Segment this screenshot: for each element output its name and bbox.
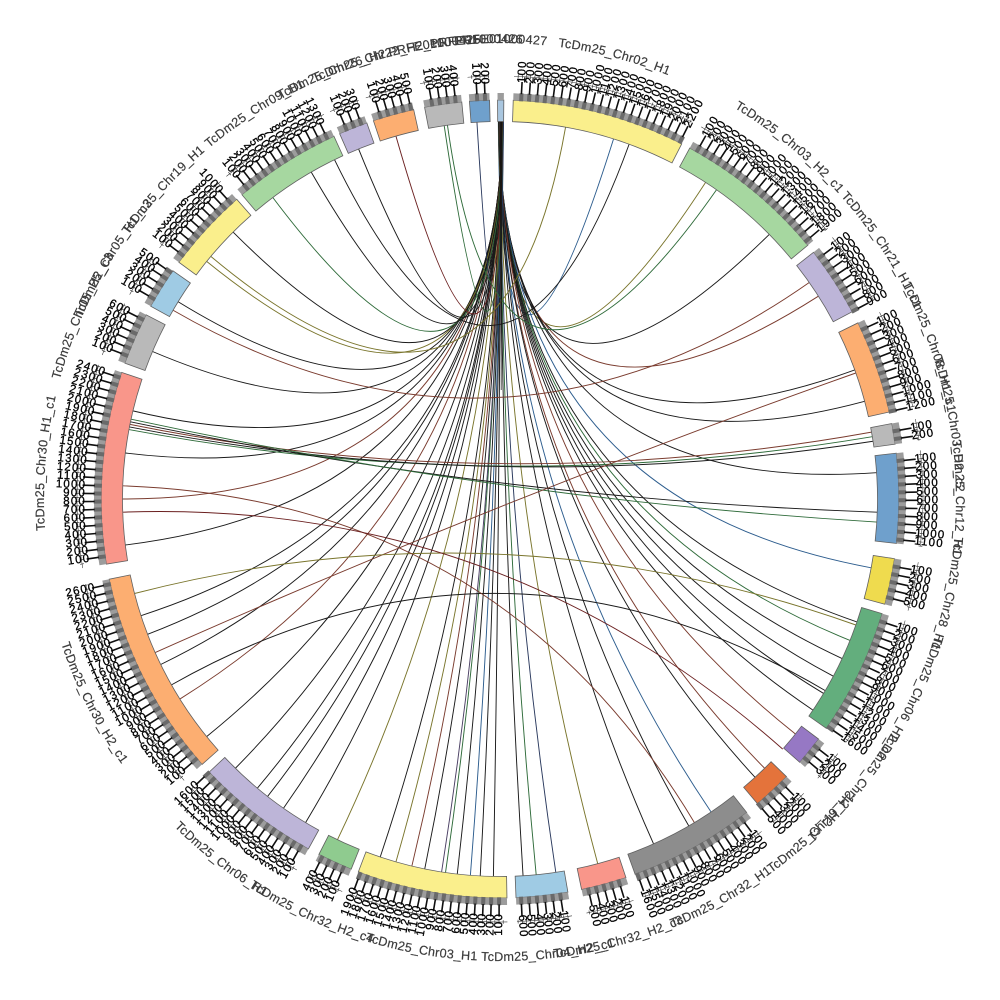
svg-text:400: 400 xyxy=(64,528,88,542)
svg-text:1500: 1500 xyxy=(59,435,91,451)
svg-text:100: 100 xyxy=(67,553,91,568)
svg-text:300: 300 xyxy=(476,912,489,935)
svg-text:1000: 1000 xyxy=(415,905,432,937)
svg-text:400: 400 xyxy=(532,913,546,937)
svg-text:1100: 1100 xyxy=(406,904,424,935)
svg-text:700: 700 xyxy=(565,65,581,90)
svg-text:500: 500 xyxy=(902,596,927,613)
svg-text:800: 800 xyxy=(916,511,939,524)
svg-text:500: 500 xyxy=(549,63,564,87)
svg-text:300: 300 xyxy=(437,65,452,89)
svg-text:900: 900 xyxy=(63,487,86,499)
svg-text:500: 500 xyxy=(586,904,603,929)
svg-text:1000: 1000 xyxy=(915,527,946,541)
svg-text:200: 200 xyxy=(911,427,935,442)
svg-text:TcDm25_Chr12_H1: TcDm25_Chr12_H1 xyxy=(949,440,967,557)
svg-text:1200: 1200 xyxy=(56,461,87,475)
svg-text:300: 300 xyxy=(906,580,931,596)
svg-text:200: 200 xyxy=(908,572,933,588)
svg-text:600: 600 xyxy=(63,512,86,525)
svg-text:800: 800 xyxy=(573,67,589,92)
svg-text:1600: 1600 xyxy=(60,426,92,442)
svg-text:600: 600 xyxy=(557,64,572,88)
svg-text:PRFE01000427: PRFE01000427 xyxy=(454,32,549,48)
svg-text:300: 300 xyxy=(532,61,546,85)
svg-text:500: 500 xyxy=(916,486,939,498)
svg-text:200: 200 xyxy=(428,66,443,90)
svg-text:1800: 1800 xyxy=(63,409,95,427)
svg-text:100: 100 xyxy=(909,563,933,579)
svg-text:700: 700 xyxy=(916,503,939,516)
svg-text:700: 700 xyxy=(63,504,86,517)
svg-text:1100: 1100 xyxy=(57,470,87,484)
svg-text:1100: 1100 xyxy=(914,535,945,550)
svg-text:300: 300 xyxy=(602,900,619,925)
svg-text:300: 300 xyxy=(65,536,89,550)
svg-text:100: 100 xyxy=(914,451,938,465)
svg-text:300: 300 xyxy=(915,468,938,481)
svg-text:900: 900 xyxy=(581,68,598,93)
svg-text:100: 100 xyxy=(469,63,482,86)
svg-text:200: 200 xyxy=(915,460,939,474)
svg-text:500: 500 xyxy=(397,72,414,97)
svg-text:400: 400 xyxy=(541,62,555,86)
svg-text:400: 400 xyxy=(916,477,939,490)
svg-text:1000: 1000 xyxy=(56,478,87,491)
svg-text:300: 300 xyxy=(380,76,398,101)
svg-text:500: 500 xyxy=(524,914,538,938)
svg-text:700: 700 xyxy=(442,909,457,933)
svg-text:200: 200 xyxy=(66,545,90,560)
svg-text:400: 400 xyxy=(904,588,929,605)
svg-text:800: 800 xyxy=(63,496,86,508)
svg-text:200: 200 xyxy=(484,913,497,936)
svg-text:100: 100 xyxy=(909,419,934,435)
svg-text:400: 400 xyxy=(467,912,480,935)
svg-text:100: 100 xyxy=(420,68,436,93)
svg-text:1300: 1300 xyxy=(57,452,88,467)
svg-text:200: 200 xyxy=(549,911,564,935)
svg-text:500: 500 xyxy=(64,520,88,533)
svg-text:400: 400 xyxy=(594,902,611,927)
svg-text:800: 800 xyxy=(433,908,448,932)
svg-text:900: 900 xyxy=(915,519,939,532)
svg-text:600: 600 xyxy=(516,915,529,938)
svg-text:200: 200 xyxy=(524,60,538,84)
svg-text:300: 300 xyxy=(541,912,555,936)
svg-text:1400: 1400 xyxy=(58,443,90,458)
svg-text:600: 600 xyxy=(916,494,939,506)
svg-text:400: 400 xyxy=(389,74,406,99)
svg-text:500: 500 xyxy=(459,911,473,935)
svg-text:600: 600 xyxy=(450,910,464,934)
svg-text:100: 100 xyxy=(493,913,505,936)
svg-text:100: 100 xyxy=(557,910,572,934)
svg-text:100: 100 xyxy=(516,60,529,83)
svg-text:1700: 1700 xyxy=(61,417,93,434)
svg-text:900: 900 xyxy=(424,907,439,931)
svg-text:400: 400 xyxy=(445,64,459,88)
svg-text:200: 200 xyxy=(478,62,491,85)
